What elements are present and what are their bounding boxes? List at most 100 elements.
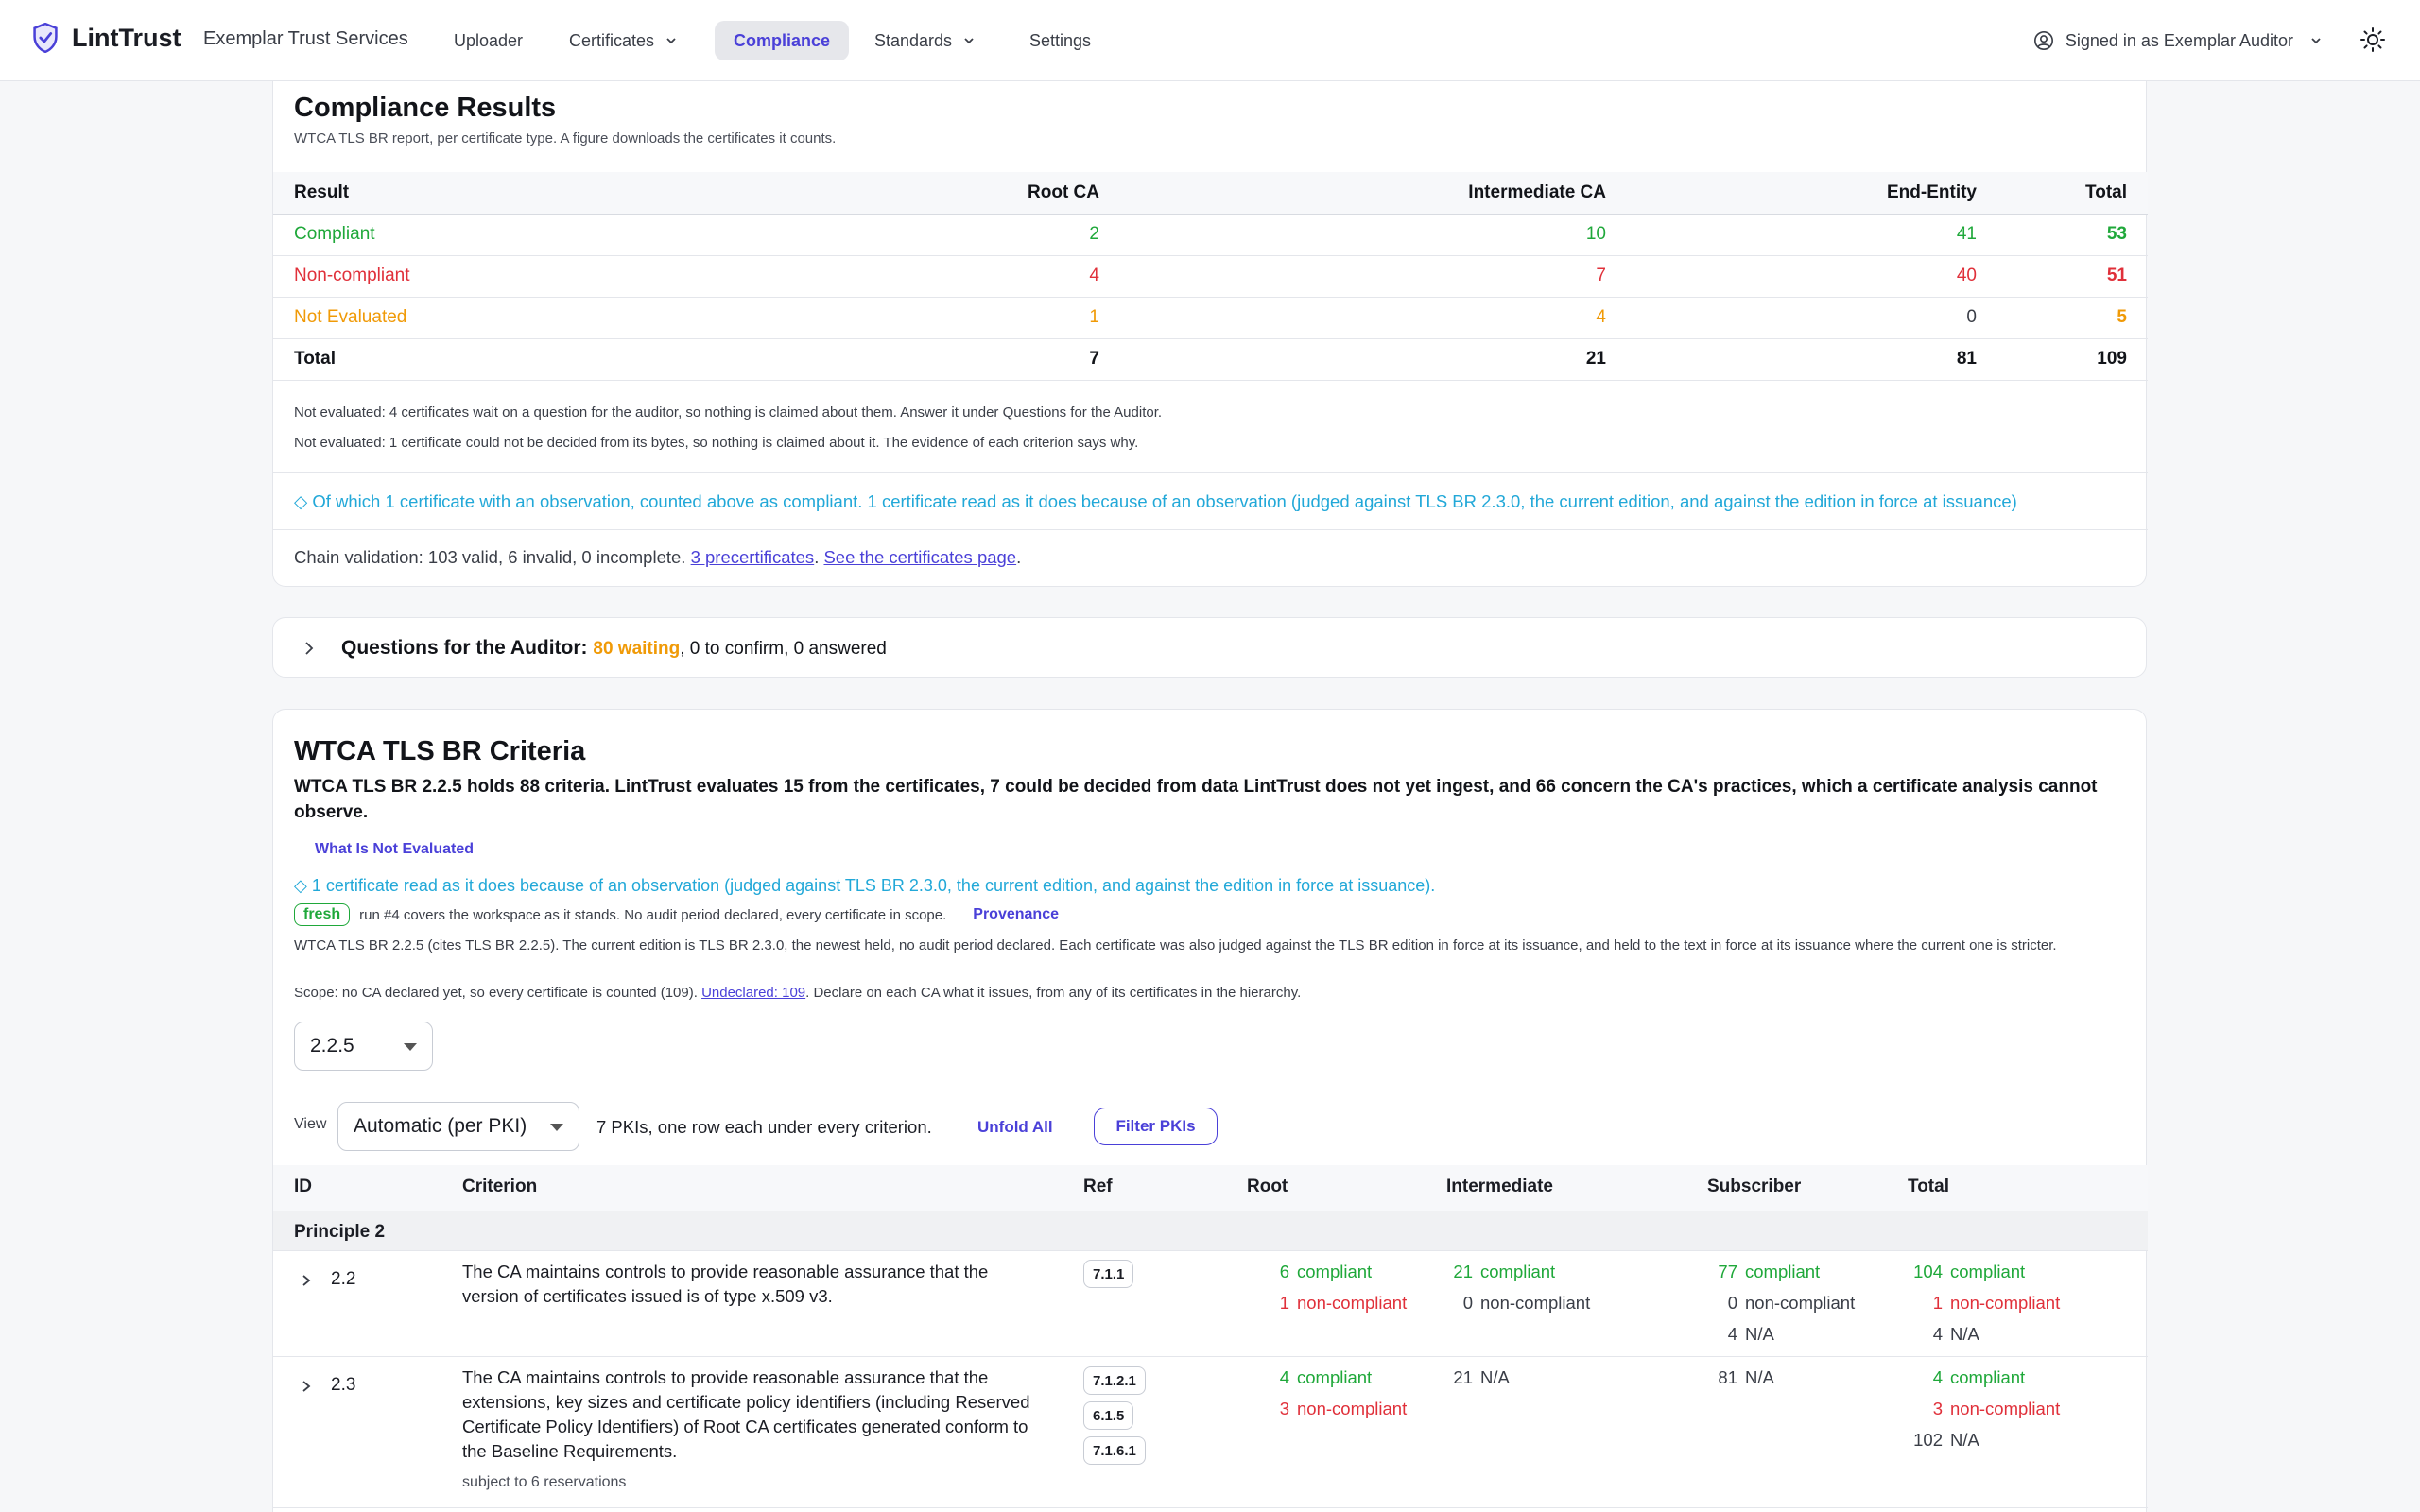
nav-uploader[interactable]: Uploader: [435, 21, 542, 60]
nav-standards[interactable]: Standards: [856, 21, 994, 60]
undeclared-link[interactable]: Undeclared: 109: [701, 985, 806, 1001]
count-cell[interactable]: 7: [1120, 255, 1627, 298]
count-label: compliant: [1297, 1367, 1373, 1387]
chevron-right-icon[interactable]: [302, 641, 317, 656]
not-evaluated-note-2: Not evaluated: 1 certificate could not b…: [294, 435, 1139, 451]
precertificates-link[interactable]: 3 precertificates: [690, 547, 815, 567]
shield-check-icon: [33, 23, 58, 53]
count-label: non-compliant: [1480, 1293, 1591, 1313]
count-number: 0: [1462, 1293, 1473, 1313]
subscriber-na[interactable]: 81 N/A: [1707, 1367, 1774, 1388]
filter-pkis-label: Filter PKIs: [1115, 1117, 1196, 1135]
total-non-compliant[interactable]: 3 non-compliant: [1908, 1399, 2061, 1419]
criterion-text: The CA maintains controls to provide rea…: [462, 1262, 989, 1306]
row-label: Total: [273, 338, 840, 381]
certificates-page-link[interactable]: See the certificates page: [823, 547, 1017, 567]
col-id: ID: [294, 1177, 312, 1196]
nav-compliance[interactable]: Compliance: [715, 21, 850, 60]
intermediate-na[interactable]: 21 N/A: [1446, 1367, 1510, 1388]
unfold-all-button[interactable]: Unfold All: [977, 1118, 1053, 1136]
root-non-compliant[interactable]: 1 non-compliant: [1270, 1293, 1408, 1314]
root-compliant[interactable]: 4 compliant: [1270, 1367, 1372, 1388]
criterion-row[interactable]: 2.2 The CA maintains controls to provide…: [273, 1251, 2148, 1357]
nav-certificates[interactable]: Certificates: [550, 21, 696, 60]
ref-chip[interactable]: 7.1.1: [1083, 1260, 1134, 1288]
count-cell[interactable]: 21: [1120, 338, 1627, 381]
total-non-compliant[interactable]: 1 non-compliant: [1908, 1293, 2061, 1314]
count-cell[interactable]: 5: [1997, 297, 2148, 339]
count-label: N/A: [1950, 1324, 1979, 1344]
total-na[interactable]: 4 N/A: [1908, 1324, 1979, 1345]
chevron-down-icon: [666, 38, 676, 44]
reservations-note: subject to 6 reservations: [462, 1474, 627, 1490]
count-label: non-compliant: [1297, 1293, 1408, 1313]
provenance-link[interactable]: Provenance: [973, 906, 1059, 922]
questions-label: Questions for the Auditor:: [341, 637, 588, 659]
count-cell[interactable]: 40: [1627, 255, 1997, 298]
theme-toggle-sun-icon[interactable]: [2360, 26, 2386, 53]
criteria-card: WTCA TLS BR Criteria WTCA TLS BR 2.2.5 h…: [272, 709, 2148, 1512]
run-status-text: run #4 covers the workspace as it stands…: [359, 906, 947, 923]
col-subscriber: Subscriber: [1707, 1177, 1802, 1196]
nav-settings[interactable]: Settings: [1011, 21, 1110, 60]
criterion-text: The CA maintains controls to provide rea…: [462, 1367, 1030, 1461]
scope-text: Scope: no CA declared yet, so every cert…: [294, 985, 702, 1001]
root-compliant[interactable]: 6 compliant: [1270, 1262, 1372, 1282]
questions-other-counts: , 0 to confirm, 0 answered: [680, 639, 887, 659]
row-label: Non-compliant: [273, 255, 840, 298]
count-cell[interactable]: 2: [840, 214, 1120, 256]
count-cell[interactable]: 7: [840, 338, 1120, 381]
chevron-down-icon: [964, 38, 974, 44]
root-non-compliant[interactable]: 3 non-compliant: [1270, 1399, 1408, 1419]
nav-certificates-label: Certificates: [569, 30, 655, 50]
count-cell[interactable]: 53: [1997, 214, 2148, 256]
chevron-right-icon[interactable]: [300, 1274, 313, 1287]
count-label: N/A: [1745, 1367, 1774, 1387]
row-label: Not Evaluated: [273, 297, 840, 339]
count-label: compliant: [1950, 1367, 2026, 1387]
user-circle-icon: [2033, 31, 2053, 50]
count-cell[interactable]: 51: [1997, 255, 2148, 298]
user-menu[interactable]: Signed in as Exemplar Auditor: [2033, 21, 2322, 60]
row-label: Compliant: [273, 214, 840, 256]
user-label: Signed in as Exemplar Auditor: [2065, 30, 2293, 50]
subscriber-compliant[interactable]: 77 compliant: [1707, 1262, 1820, 1282]
count-number: 6: [1279, 1262, 1289, 1281]
count-label: non-compliant: [1950, 1399, 2061, 1418]
count-cell[interactable]: 1: [840, 297, 1120, 339]
trailing-period: .: [1016, 547, 1022, 567]
count-cell[interactable]: 81: [1627, 338, 1997, 381]
version-select[interactable]: 2.2.5: [294, 1022, 433, 1071]
criterion-row[interactable]: 2.3 The CA maintains controls to provide…: [273, 1357, 2148, 1508]
view-select[interactable]: Automatic (per PKI): [337, 1102, 579, 1151]
filter-pkis-button[interactable]: Filter PKIs: [1094, 1108, 1218, 1145]
count-label: N/A: [1745, 1324, 1774, 1344]
ref-chip[interactable]: 7.1.2.1: [1083, 1366, 1146, 1395]
count-cell[interactable]: 4: [1120, 297, 1627, 339]
count-cell[interactable]: 4: [840, 255, 1120, 298]
separator-period: .: [814, 547, 824, 567]
count-number: 4: [1279, 1367, 1289, 1387]
ref-chip[interactable]: 7.1.6.1: [1083, 1436, 1146, 1465]
count-cell[interactable]: 41: [1627, 214, 1997, 256]
total-compliant[interactable]: 104 compliant: [1908, 1262, 2025, 1282]
questions-for-auditor-card[interactable]: Questions for the Auditor: 80 waiting, 0…: [272, 617, 2147, 678]
count-cell[interactable]: 109: [1997, 338, 2148, 381]
count-number: 4: [1932, 1367, 1943, 1387]
count-cell[interactable]: 10: [1120, 214, 1627, 256]
what-is-not-evaluated-link[interactable]: What Is Not Evaluated: [315, 841, 475, 857]
ref-chip[interactable]: 6.1.5: [1083, 1401, 1134, 1430]
total-compliant[interactable]: 4 compliant: [1908, 1367, 2025, 1388]
count-label: N/A: [1480, 1367, 1510, 1387]
total-na[interactable]: 102 N/A: [1908, 1430, 1979, 1451]
intermediate-compliant[interactable]: 21 compliant: [1446, 1262, 1555, 1282]
subscriber-na[interactable]: 4 N/A: [1707, 1324, 1774, 1345]
results-table: Result Root CA Intermediate CA End-Entit…: [273, 172, 2148, 381]
view-note: 7 PKIs, one row each under every criteri…: [596, 1117, 932, 1137]
count-label: non-compliant: [1745, 1293, 1856, 1313]
nav-standards-label: Standards: [874, 30, 953, 50]
brand-logo[interactable]: LintTrust: [32, 23, 182, 53]
count-number: 102: [1913, 1430, 1943, 1450]
chevron-right-icon[interactable]: [300, 1380, 313, 1393]
criteria-observation-note: ◇ 1 certificate read as it does because …: [294, 876, 1436, 895]
